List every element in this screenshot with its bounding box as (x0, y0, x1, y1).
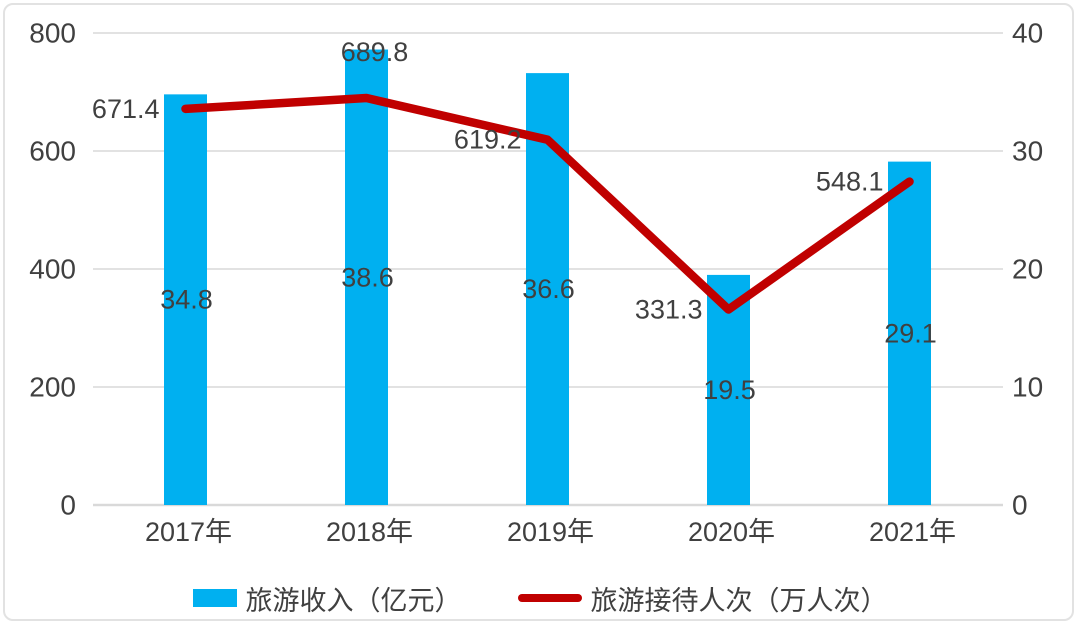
left-axis-tick-label: 0 (60, 490, 76, 521)
revenue-bar (164, 94, 207, 506)
line-value-label: 689.8 (341, 37, 409, 67)
revenue-bar (345, 49, 388, 506)
bar-value-label: 29.1 (884, 318, 937, 348)
right-axis-tick-label: 30 (1012, 136, 1043, 167)
line-value-label: 671.4 (92, 94, 160, 124)
chart-legend: 旅游收入（亿元） 旅游接待人次（万人次） (0, 578, 1080, 618)
visitors-line (181, 93, 914, 314)
left-axis-tick-label: 600 (29, 136, 76, 167)
bar-value-label: 34.8 (160, 285, 213, 315)
legend-bar-label: 旅游收入（亿元） (245, 585, 462, 616)
legend-bar-swatch-icon (192, 589, 237, 607)
x-axis-label: 2017年 (145, 517, 232, 547)
x-axis-label: 2018年 (326, 517, 413, 547)
line-value-label: 331.3 (635, 295, 703, 325)
right-axis-tick-label: 20 (1012, 254, 1043, 285)
legend-line-swatch-icon (517, 594, 582, 602)
right-axis-tick-label: 10 (1012, 372, 1043, 403)
bar-value-label: 19.5 (703, 375, 756, 405)
line-value-label: 619.2 (454, 125, 522, 155)
line-value-label: 548.1 (816, 167, 884, 197)
left-axis-tick-label: 200 (29, 372, 76, 403)
x-axis-label: 2019年 (507, 517, 594, 547)
legend-item-visitors: 旅游接待人次（万人次） (517, 579, 888, 618)
right-axis-tick-label: 0 (1012, 490, 1028, 521)
legend-line-label: 旅游接待人次（万人次） (590, 585, 888, 616)
right-axis-tick-label: 40 (1012, 18, 1043, 49)
left-axis-tick-label: 800 (29, 18, 76, 49)
left-axis-tick-label: 400 (29, 254, 76, 285)
x-axis-label: 2021年 (869, 517, 956, 547)
bar-value-label: 38.6 (341, 262, 394, 292)
revenue-bar (888, 161, 931, 505)
bar-value-label: 36.6 (522, 274, 575, 304)
x-axis-label: 2020年 (688, 517, 775, 547)
legend-item-revenue: 旅游收入（亿元） (192, 579, 462, 618)
